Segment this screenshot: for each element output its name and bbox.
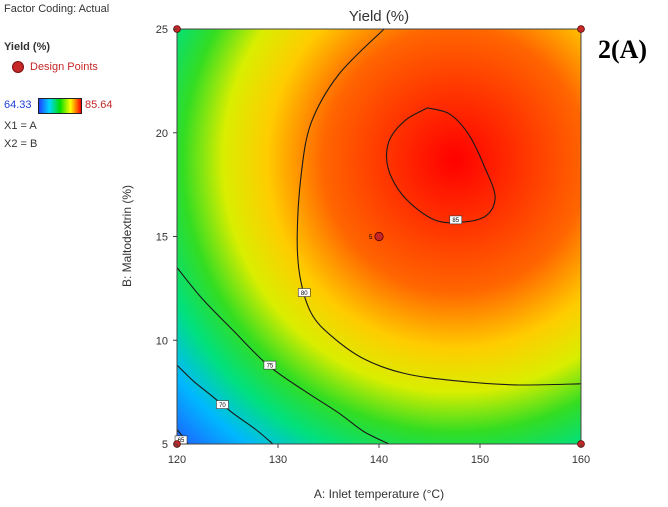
contour-label-65: 65 bbox=[178, 438, 185, 444]
x-axis-label: A: Inlet temperature (°C) bbox=[314, 487, 444, 501]
design-points-legend-label: Design Points bbox=[30, 61, 98, 73]
design-points: 5 bbox=[173, 25, 585, 448]
y-tick-label: 5 bbox=[162, 439, 168, 451]
contour-label-box-70 bbox=[216, 400, 229, 409]
contour-line-80 bbox=[296, 29, 581, 386]
x2-mapping: X2 = B bbox=[4, 138, 38, 150]
design-point bbox=[374, 231, 384, 242]
y-axis-ticks: 5 10 15 20 25 bbox=[156, 24, 177, 451]
factor-coding-label: Factor Coding: Actual bbox=[4, 3, 110, 15]
design-point bbox=[577, 25, 585, 33]
y-axis-label: B: Maltodextrin (%) bbox=[120, 185, 134, 287]
contour-line-75 bbox=[177, 267, 390, 444]
contour-line-85 bbox=[386, 107, 496, 224]
contour-label-box-85 bbox=[449, 215, 463, 225]
chart-title: Yield (%) bbox=[349, 8, 409, 25]
colorbar-min-label: 64.33 bbox=[4, 99, 32, 111]
contour-label-box-75 bbox=[263, 360, 277, 370]
y-tick-label: 15 bbox=[156, 232, 168, 244]
x-tick-label: 140 bbox=[370, 454, 388, 466]
colorbar bbox=[38, 98, 82, 114]
response-title: Yield (%) bbox=[4, 41, 51, 53]
x-tick-label: 150 bbox=[471, 454, 489, 466]
x1-mapping: X1 = A bbox=[4, 120, 37, 132]
design-point-legend-marker bbox=[12, 61, 24, 73]
contour-label-70: 70 bbox=[219, 403, 226, 409]
x-tick-label: 120 bbox=[168, 454, 186, 466]
contour-label-85: 85 bbox=[452, 218, 459, 224]
y-tick-label: 20 bbox=[156, 128, 168, 140]
contour-label-80: 80 bbox=[301, 291, 308, 297]
y-tick-label: 25 bbox=[156, 24, 168, 36]
x-tick-label: 160 bbox=[572, 454, 590, 466]
contour-labels: 85 80 75 70 65 bbox=[174, 215, 463, 445]
center-point-count: 5 bbox=[369, 235, 373, 241]
contour-label-box-80 bbox=[297, 288, 311, 297]
y-tick-label: 10 bbox=[156, 335, 168, 347]
x-axis-ticks: 120 130 140 150 160 bbox=[168, 444, 590, 466]
colorbar-max-label: 85.64 bbox=[85, 99, 113, 111]
x-tick-label: 130 bbox=[269, 454, 287, 466]
panel-tag: 2(A) bbox=[598, 35, 648, 64]
contour-label-75: 75 bbox=[267, 363, 274, 369]
contour-label-box-65 bbox=[174, 435, 188, 445]
